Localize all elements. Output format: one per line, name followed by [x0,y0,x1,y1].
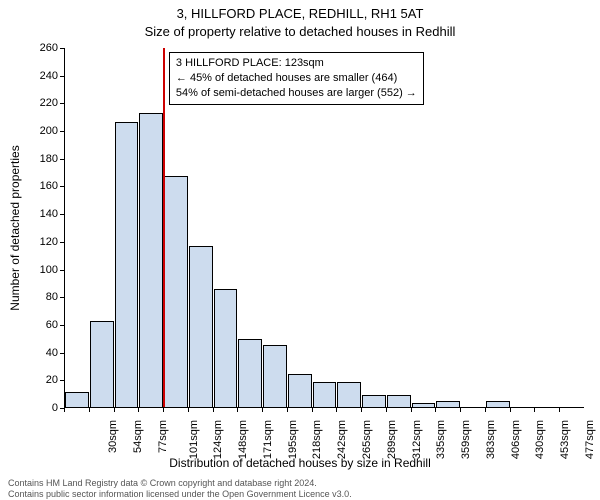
y-tick-label: 40 [46,347,58,359]
x-tick-label: 195sqm [287,420,299,459]
x-tick-label: 218sqm [312,420,324,459]
annotation-line3: 54% of semi-detached houses are larger (… [176,86,417,101]
y-tick-mark [60,380,64,381]
x-tick-mark [64,408,65,412]
y-tick-mark [60,325,64,326]
x-tick-mark [485,408,486,412]
histogram-bar [189,246,213,407]
x-tick-label: 242sqm [336,420,348,459]
x-tick-label: 265sqm [361,420,373,459]
y-tick-label: 200 [40,125,58,137]
x-tick-mark [411,408,412,412]
x-tick-mark [213,408,214,412]
x-tick-mark [114,408,115,412]
histogram-bar [238,339,262,407]
y-tick-label: 180 [40,153,58,165]
x-tick-mark [262,408,263,412]
histogram-bar [412,403,436,407]
reference-line [163,48,165,407]
x-tick-label: 101sqm [188,420,200,459]
histogram-bar [263,345,287,407]
x-tick-mark [510,408,511,412]
histogram-bar [214,289,238,407]
x-tick-mark [361,408,362,412]
footer-line1: Contains HM Land Registry data © Crown c… [8,478,352,489]
x-tick-mark [559,408,560,412]
x-tick-label: 171sqm [262,420,274,459]
x-tick-mark [336,408,337,412]
histogram-bar [115,122,139,407]
y-tick-label: 160 [40,180,58,192]
x-tick-mark [163,408,164,412]
footer: Contains HM Land Registry data © Crown c… [8,478,352,500]
x-tick-label: 124sqm [213,420,225,459]
chart-container: 3, HILLFORD PLACE, REDHILL, RH1 5AT Size… [0,0,600,500]
x-tick-mark [188,408,189,412]
annotation-line1: 3 HILLFORD PLACE: 123sqm [176,56,417,71]
x-tick-mark [312,408,313,412]
histogram-bar [288,374,312,407]
x-tick-mark [138,408,139,412]
histogram-bar [164,176,188,407]
x-axis-label: Distribution of detached houses by size … [0,456,600,470]
y-tick-mark [60,76,64,77]
x-tick-label: 54sqm [132,420,144,453]
y-tick-mark [60,186,64,187]
annotation-box: 3 HILLFORD PLACE: 123sqm ← 45% of detach… [169,52,424,105]
y-tick-mark [60,48,64,49]
x-tick-mark [435,408,436,412]
x-tick-label: 335sqm [435,420,447,459]
y-axis-label: Number of detached properties [8,145,22,310]
x-tick-mark [237,408,238,412]
histogram-bar [90,321,114,407]
y-tick-label: 260 [40,42,58,54]
y-tick-mark [60,159,64,160]
y-tick-label: 240 [40,70,58,82]
x-tick-mark [89,408,90,412]
x-tick-label: 359sqm [460,420,472,459]
y-tick-label: 140 [40,208,58,220]
x-tick-label: 289sqm [386,420,398,459]
histogram-bar [337,382,361,407]
plot-area: 3 HILLFORD PLACE: 123sqm ← 45% of detach… [64,48,584,408]
y-tick-label: 0 [52,402,58,414]
y-tick-mark [60,214,64,215]
chart-title-line2: Size of property relative to detached ho… [0,24,600,39]
histogram-bar [139,113,163,407]
y-tick-mark [60,131,64,132]
histogram-bar [362,395,386,407]
y-tick-mark [60,297,64,298]
x-tick-label: 430sqm [534,420,546,459]
histogram-bar [387,395,411,407]
x-tick-label: 148sqm [237,420,249,459]
y-tick-mark [60,103,64,104]
x-tick-label: 477sqm [584,420,596,459]
y-tick-label: 220 [40,97,58,109]
chart-title-line1: 3, HILLFORD PLACE, REDHILL, RH1 5AT [0,6,600,21]
y-tick-label: 100 [40,264,58,276]
annotation-line2: ← 45% of detached houses are smaller (46… [176,71,417,86]
histogram-bar [436,401,460,407]
x-tick-mark [386,408,387,412]
x-tick-label: 77sqm [157,420,169,453]
y-tick-mark [60,353,64,354]
y-tick-label: 80 [46,291,58,303]
y-tick-label: 20 [46,374,58,386]
histogram-bar [313,382,337,407]
y-tick-mark [60,270,64,271]
x-tick-label: 383sqm [485,420,497,459]
x-tick-label: 453sqm [559,420,571,459]
y-tick-label: 120 [40,236,58,248]
footer-line2: Contains public sector information licen… [8,489,352,500]
y-tick-label: 60 [46,319,58,331]
x-tick-mark [460,408,461,412]
histogram-bar [486,401,510,407]
y-tick-mark [60,242,64,243]
x-tick-label: 30sqm [107,420,119,453]
x-tick-mark [534,408,535,412]
histogram-bar [65,392,89,407]
x-tick-label: 406sqm [510,420,522,459]
x-tick-mark [287,408,288,412]
x-tick-label: 312sqm [411,420,423,459]
